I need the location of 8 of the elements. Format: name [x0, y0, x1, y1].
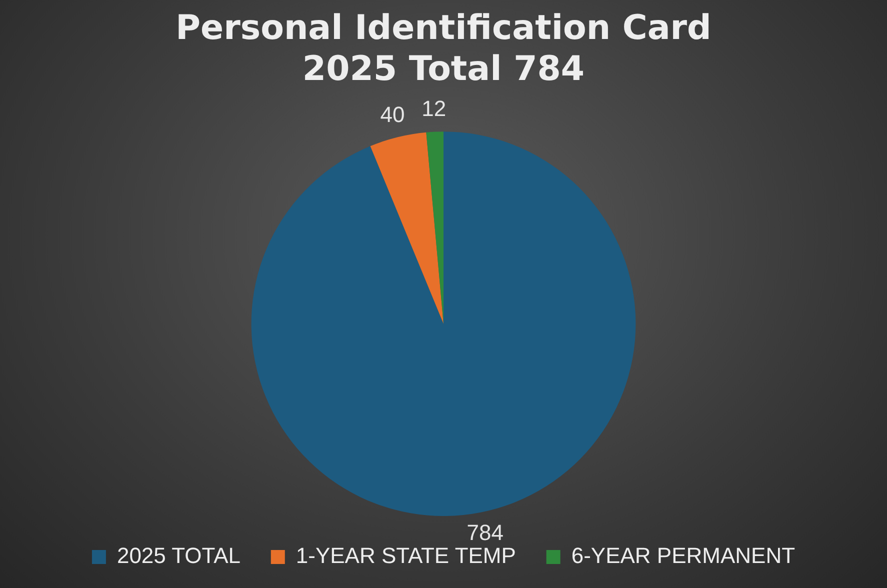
text: 2025 Total 784 — [302, 49, 585, 90]
data-label: 12 — [422, 96, 446, 121]
legend-label: 2025 TOTAL — [116, 543, 240, 568]
text: Personal Identification Card — [176, 8, 712, 48]
data-label: 40 — [380, 102, 405, 127]
legend-label: 6-YEAR PERMANENT — [571, 543, 796, 568]
data-label: 784 — [466, 520, 504, 545]
legend-label: 1-YEAR STATE TEMP — [296, 543, 516, 568]
